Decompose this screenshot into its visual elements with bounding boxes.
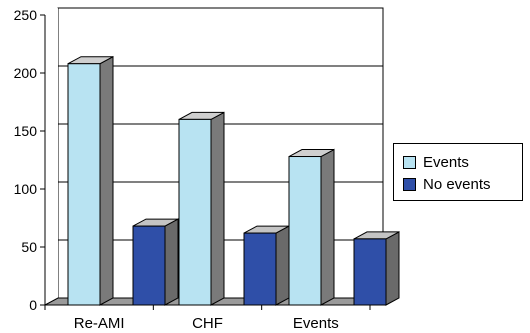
bar-side-chf-no-events <box>275 225 290 306</box>
y-tick-label-250: 250 <box>14 7 38 23</box>
plot-side-wall <box>45 8 58 305</box>
legend-label-no-events: No events <box>423 175 491 193</box>
legend-item-events: Events <box>403 153 469 171</box>
legend-swatch-no-events <box>403 177 416 191</box>
bar-side-re-ami-no-events <box>164 218 179 306</box>
bar-chf-no-events <box>243 232 277 306</box>
y-tick-label-50: 50 <box>21 239 37 255</box>
bar-events-no-events <box>353 238 387 306</box>
x-tick-label-re-ami: Re-AMI <box>74 315 125 332</box>
y-tick-label-150: 150 <box>14 123 38 139</box>
x-tick-label-chf: CHF <box>192 315 223 332</box>
legend-label-events: Events <box>423 153 469 171</box>
bar-re-ami-events <box>67 63 101 306</box>
y-tick-label-200: 200 <box>14 65 38 81</box>
y-tick-label-0: 0 <box>29 297 37 313</box>
bar-side-events-events <box>320 148 335 306</box>
bar-side-chf-events <box>210 111 225 306</box>
bar-chf-events <box>178 118 212 306</box>
y-tick-label-100: 100 <box>14 181 38 197</box>
bar-re-ami-no-events <box>132 225 166 306</box>
chart-legend: Events No events <box>393 143 523 201</box>
bar-events-events <box>288 156 322 306</box>
x-tick-label-events: Events <box>293 315 339 332</box>
legend-swatch-events <box>403 155 416 169</box>
bar-side-events-no-events <box>385 231 400 306</box>
legend-item-no-events: No events <box>403 175 491 193</box>
bar-side-re-ami-events <box>99 55 114 306</box>
